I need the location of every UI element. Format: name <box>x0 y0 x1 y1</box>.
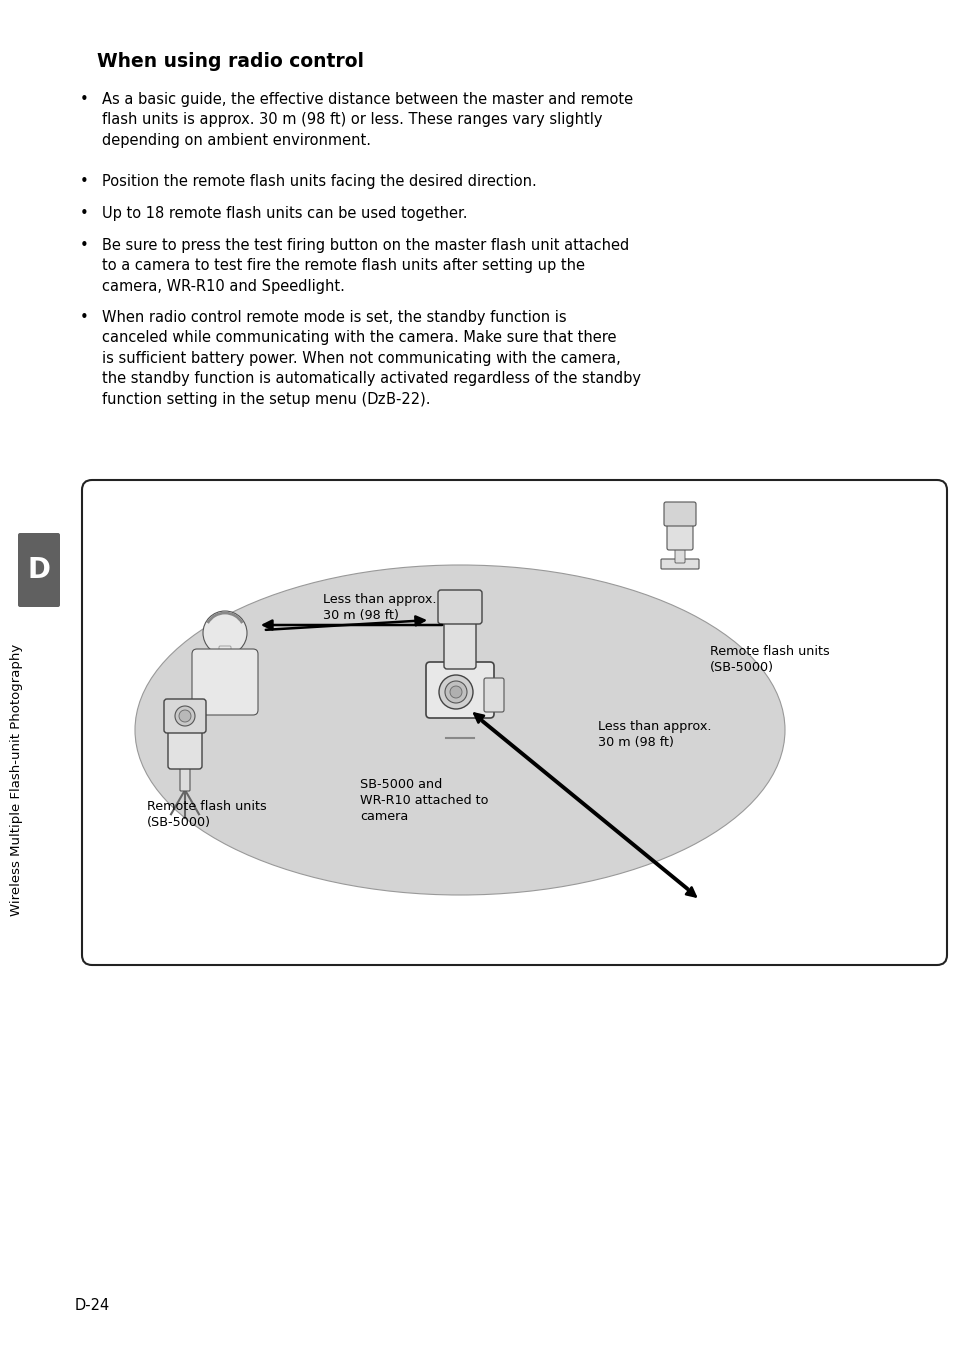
FancyBboxPatch shape <box>219 646 231 658</box>
FancyBboxPatch shape <box>192 650 257 716</box>
Text: Less than approx.
30 m (98 ft): Less than approx. 30 m (98 ft) <box>323 593 436 621</box>
Text: •: • <box>80 206 89 221</box>
Text: Up to 18 remote flash units can be used together.: Up to 18 remote flash units can be used … <box>102 206 467 221</box>
FancyBboxPatch shape <box>168 718 202 769</box>
FancyBboxPatch shape <box>426 662 494 718</box>
Circle shape <box>174 706 194 726</box>
FancyArrowPatch shape <box>481 722 695 897</box>
Text: Remote flash units
(SB-5000): Remote flash units (SB-5000) <box>147 800 267 829</box>
Circle shape <box>203 611 247 655</box>
FancyBboxPatch shape <box>483 678 503 712</box>
Text: When using radio control: When using radio control <box>97 52 364 71</box>
Text: •: • <box>80 238 89 253</box>
Ellipse shape <box>135 565 784 894</box>
FancyBboxPatch shape <box>663 502 696 526</box>
Text: Be sure to press the test firing button on the master flash unit attached
to a c: Be sure to press the test firing button … <box>102 238 629 293</box>
FancyBboxPatch shape <box>82 480 946 964</box>
FancyBboxPatch shape <box>164 699 206 733</box>
Text: D: D <box>28 555 51 584</box>
Text: Remote flash units
(SB-5000): Remote flash units (SB-5000) <box>709 646 829 674</box>
FancyBboxPatch shape <box>443 613 476 668</box>
FancyBboxPatch shape <box>18 533 60 607</box>
Text: Position the remote flash units facing the desired direction.: Position the remote flash units facing t… <box>102 174 537 190</box>
Circle shape <box>450 686 461 698</box>
Text: •: • <box>80 309 89 325</box>
FancyBboxPatch shape <box>666 514 692 550</box>
FancyArrowPatch shape <box>266 616 424 629</box>
Circle shape <box>438 675 473 709</box>
Text: •: • <box>80 174 89 190</box>
FancyArrowPatch shape <box>263 620 442 629</box>
FancyBboxPatch shape <box>437 590 481 624</box>
FancyBboxPatch shape <box>660 560 699 569</box>
Text: •: • <box>80 91 89 108</box>
Text: D-24: D-24 <box>75 1298 111 1313</box>
Circle shape <box>179 710 191 722</box>
Text: Wireless Multiple Flash-unit Photography: Wireless Multiple Flash-unit Photography <box>10 644 24 916</box>
Text: As a basic guide, the effective distance between the master and remote
flash uni: As a basic guide, the effective distance… <box>102 91 633 148</box>
Text: SB-5000 and
WR-R10 attached to
camera: SB-5000 and WR-R10 attached to camera <box>359 777 488 823</box>
Circle shape <box>444 681 467 703</box>
FancyArrowPatch shape <box>474 714 687 888</box>
Text: Less than approx.
30 m (98 ft): Less than approx. 30 m (98 ft) <box>598 720 711 749</box>
FancyBboxPatch shape <box>180 761 190 791</box>
FancyBboxPatch shape <box>675 543 684 564</box>
Text: When radio control remote mode is set, the standby function is
canceled while co: When radio control remote mode is set, t… <box>102 309 640 406</box>
